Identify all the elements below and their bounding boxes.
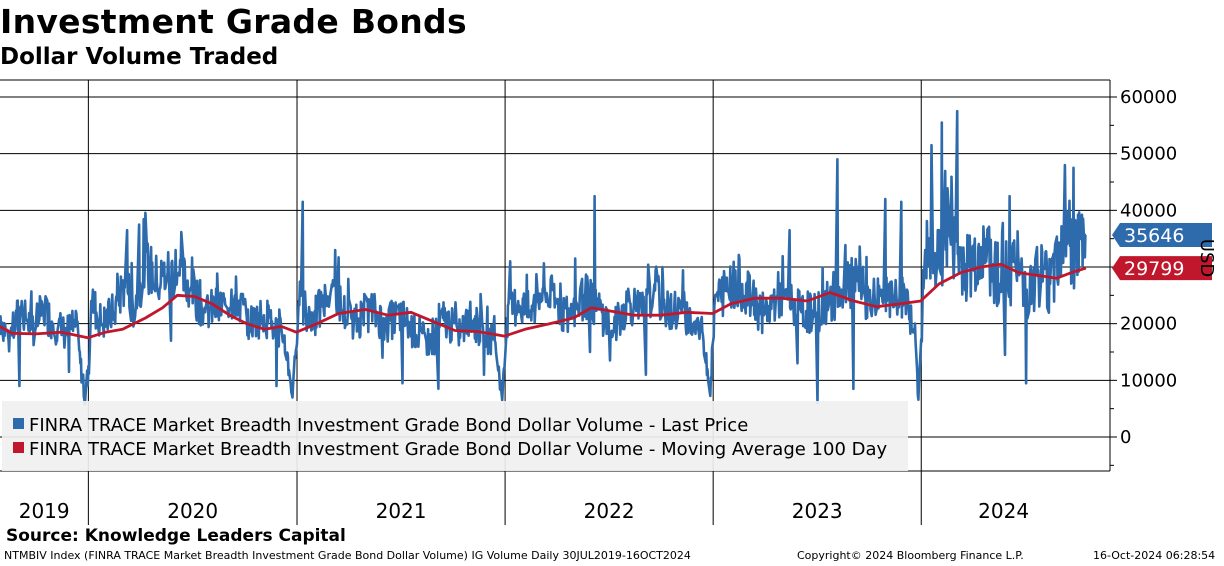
legend-swatch-moving-average [13,442,24,453]
series-moving-average-line [0,262,1087,340]
x-year-label: 2023 [792,499,843,523]
y-tick-label: 10000 [1120,370,1177,391]
moving-average-tag [1112,256,1212,281]
moving-average-tag-label: 29799 [1124,258,1184,280]
legend: FINRA TRACE Market Breadth Investment Gr… [2,401,908,471]
y-tick-label: 50000 [1120,144,1177,165]
y-tick-label: 20000 [1120,314,1177,335]
source-note: Source: Knowledge Leaders Capital [6,526,346,546]
legend-label-moving-average: FINRA TRACE Market Breadth Investment Gr… [29,439,888,460]
chart-subtitle: Dollar Volume Traded [0,44,279,70]
series-layer [0,109,1087,406]
footer-copyright: Copyright© 2024 Bloomberg Finance L.P. [797,549,1024,562]
legend-label-last-price: FINRA TRACE Market Breadth Investment Gr… [29,415,748,436]
footer-timestamp: 16-Oct-2024 06:28:54 [1093,549,1216,562]
x-year-label: 2021 [376,499,427,523]
footer-index-info: NTMBIV Index (FINRA TRACE Market Breadth… [4,549,691,562]
y-tick-label: 60000 [1120,87,1177,108]
x-year-label: 2019 [19,499,70,523]
series-last-price-line [0,109,1087,406]
last-price-tag [1112,223,1212,248]
legend-background [2,401,908,471]
y-axis-label: USD [1196,239,1217,277]
last-price-tag-label: 35646 [1124,225,1184,247]
x-year-label: 2024 [978,499,1029,523]
legend-swatch-last-price [13,418,24,429]
chart-title: Investment Grade Bonds [0,2,467,41]
x-year-label: 2020 [167,499,218,523]
y-tick-label: 40000 [1120,200,1177,221]
x-year-label: 2022 [584,499,635,523]
y-tick-label: 0 [1120,427,1131,448]
value-tags: 35646 29799 [1112,223,1212,281]
